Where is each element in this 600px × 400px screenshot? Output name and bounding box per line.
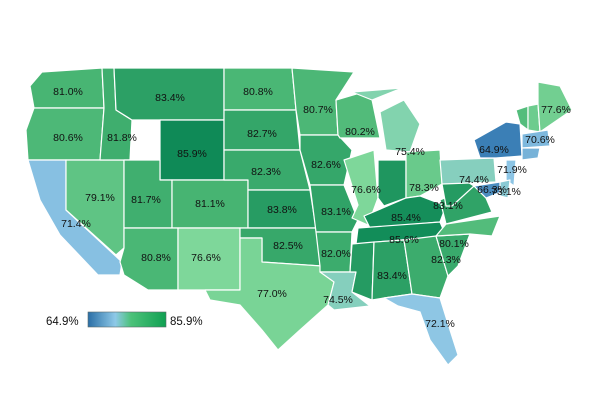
state-massachusetts bbox=[521, 129, 551, 149]
state-missouri bbox=[309, 184, 359, 233]
state-label-iowa: 82.6% bbox=[311, 159, 341, 171]
state-label-wisconsin: 80.2% bbox=[345, 126, 375, 138]
state-label-california: 71.4% bbox=[61, 218, 91, 230]
state-new-jersey bbox=[505, 159, 517, 187]
state-label-wyoming: 85.9% bbox=[177, 148, 207, 160]
state-maine bbox=[537, 81, 573, 133]
legend-max-label: 85.9% bbox=[170, 316, 203, 328]
state-label-massachusetts: 70.6% bbox=[525, 134, 555, 146]
legend-gradient-bar bbox=[87, 311, 167, 328]
state-label-florida: 72.1% bbox=[425, 318, 455, 330]
state-label-new-mexico: 76.6% bbox=[191, 252, 221, 264]
state-label-illinois: 76.6% bbox=[351, 184, 381, 196]
state-label-north-carolina: 80.1% bbox=[439, 238, 469, 250]
state-label-maryland: 66.3% bbox=[477, 184, 507, 196]
state-label-kentucky: 85.4% bbox=[391, 212, 421, 224]
state-label-louisiana: 74.5% bbox=[323, 294, 353, 306]
state-label-nevada: 79.1% bbox=[85, 192, 115, 204]
state-label-washington: 81.0% bbox=[53, 86, 83, 98]
state-indiana bbox=[377, 159, 407, 207]
state-label-south-carolina: 82.3% bbox=[431, 254, 461, 266]
state-label-oklahoma: 82.5% bbox=[273, 240, 303, 252]
state-label-oregon: 80.6% bbox=[53, 132, 83, 144]
state-florida bbox=[383, 293, 459, 366]
state-mississippi bbox=[349, 241, 375, 301]
state-label-texas: 77.0% bbox=[257, 288, 287, 300]
state-label-utah: 81.7% bbox=[131, 194, 161, 206]
state-label-missouri: 83.1% bbox=[321, 206, 351, 218]
state-label-virginia: 83.1% bbox=[433, 200, 463, 212]
state-label-kansas: 83.8% bbox=[267, 204, 297, 216]
state-shapes bbox=[25, 67, 573, 366]
state-ohio bbox=[405, 149, 443, 199]
state-label-alabama: 83.4% bbox=[377, 270, 407, 282]
state-texas bbox=[204, 237, 335, 351]
state-label-arkansas: 82.0% bbox=[321, 248, 351, 260]
state-pennsylvania bbox=[439, 157, 497, 185]
state-label-new-jersey: 71.9% bbox=[497, 164, 527, 176]
state-michigan bbox=[351, 87, 421, 153]
state-georgia bbox=[403, 235, 449, 299]
state-label-ohio: 78.3% bbox=[409, 182, 439, 194]
state-label-montana: 83.4% bbox=[155, 92, 185, 104]
state-label-nebraska: 82.3% bbox=[251, 166, 281, 178]
legend-min-label: 64.9% bbox=[46, 316, 79, 328]
state-north-carolina bbox=[435, 215, 501, 237]
state-label-south-dakota: 82.7% bbox=[247, 128, 277, 140]
state-label-pennsylvania: 74.4% bbox=[459, 174, 489, 186]
state-label-tennessee: 85.6% bbox=[389, 234, 419, 246]
state-label-new-york: 64.9% bbox=[479, 144, 509, 156]
state-label-north-dakota: 80.8% bbox=[243, 86, 273, 98]
state-label-colorado: 81.1% bbox=[195, 198, 225, 210]
color-legend: 64.9% 85.9% bbox=[46, 311, 203, 328]
state-label-arizona: 80.8% bbox=[141, 252, 171, 264]
state-label-minnesota: 80.7% bbox=[303, 104, 333, 116]
state-label-michigan: 75.4% bbox=[395, 146, 425, 158]
state-value-labels: 81.0% 80.6% 71.4% 79.1% 81.8% 83.4% 85.9% 81.7%… bbox=[53, 86, 571, 330]
state-label-idaho: 81.8% bbox=[107, 132, 137, 144]
state-label-maine: 77.6% bbox=[541, 104, 571, 116]
state-connecticut bbox=[521, 147, 541, 161]
state-delaware bbox=[499, 179, 511, 199]
state-label-delaware: 73.1% bbox=[491, 186, 521, 198]
